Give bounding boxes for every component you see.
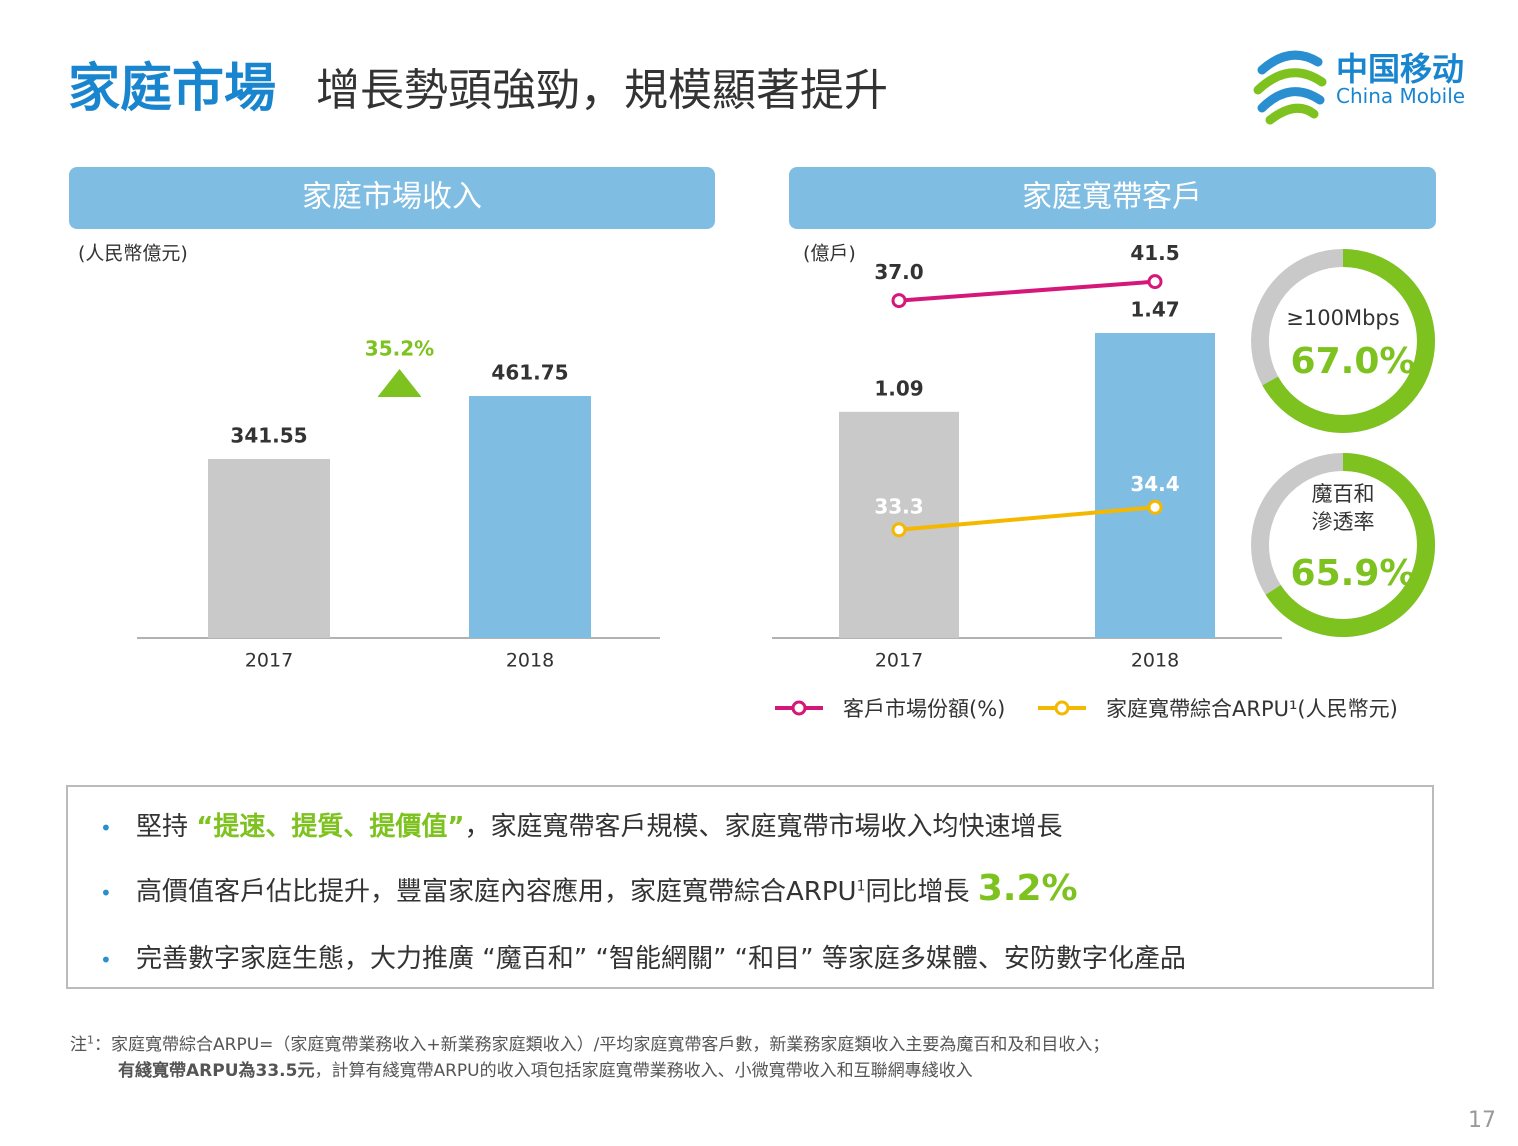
legend-marker [1054,700,1070,716]
donut-label: ≥100Mbps [1286,306,1399,330]
text: ：家庭寬帶綜合ARPU=（家庭寬帶業務收入+新業務家庭類收入）/平均家庭寬帶客戶… [94,1035,1110,1055]
line-point [891,522,907,538]
text: 完善數字家庭生態，大力推廣 “魔百和” “智能網關” “和目” 等家庭多媒體、安… [136,944,1186,974]
highlight: 3.2% [977,868,1078,909]
page-number: 17 [1468,1108,1496,1133]
annotation: 35.2% [365,337,434,361]
donut-arc [1262,249,1435,433]
title-bold: 家庭市場 [68,59,277,119]
logo-cn: 中国移动 [1336,50,1465,88]
text: 同比增長 [865,877,978,907]
donut-label: 滲透率 [1312,510,1375,534]
bullet: • 堅持 “提速、提質、提價值”，家庭寬帶客戶規模、家庭寬帶市場收入均快速增長 [100,812,1063,842]
text: 高價值客戶佔比提升，豐富家庭內容應用，家庭寬帶綜合ARPU [136,877,857,907]
value-label: 1.09 [874,376,923,400]
x-tick-label: 2018 [506,650,554,672]
donut-value: 67.0% [1291,341,1416,382]
text: 堅持 [136,812,197,842]
donut-value: 65.9% [1291,553,1416,594]
header-bar [69,167,715,229]
x-tick-label: 2017 [875,650,923,672]
legend-label: 客戶市場份額(%) [843,697,1005,721]
unit-label: (人民幣億元) [78,243,188,265]
footnote: 有綫寬帶ARPU為33.5元，計算有綫寬帶ARPU的收入項包括家庭寬帶業務收入、… [118,1056,973,1081]
text: 注 [70,1035,87,1055]
value-label: 341.55 [230,424,307,448]
sup: 1 [856,878,866,895]
bullet: • 高價值客戶佔比提升，豐富家庭內容應用，家庭寬帶綜合ARPU1同比增長 3.2% [100,868,1078,909]
highlight: “提速、提質、提價值” [196,812,465,842]
text: ，計算有綫寬帶ARPU的收入項包括家庭寬帶業務收入、小微寬帶收入和互聯網專綫收入 [314,1061,973,1081]
text: ，家庭寬帶客戶規模、家庭寬帶市場收入均快速增長 [464,812,1063,842]
line [898,505,1156,532]
value-label: 461.75 [491,361,568,385]
sup: 1 [87,1033,94,1047]
donut-label: 魔百和 [1312,482,1375,506]
value-label: 41.5 [1130,241,1179,265]
header-bar [789,167,1436,229]
logo-en: China Mobile [1336,84,1466,108]
bar [469,396,591,638]
bullet: • 完善數字家庭生態，大力推廣 “魔百和” “智能網關” “和目” 等家庭多媒體、… [100,944,1186,974]
donut-arc [1265,453,1435,637]
bar [1095,332,1215,638]
value-label: 33.3 [874,494,923,518]
bullet-box [66,785,1434,989]
legend-label: 家庭寬帶綜合ARPU¹(人民幣元) [1106,697,1398,721]
unit-label: (億戶) [803,243,856,265]
line-point [1147,499,1163,515]
bar [208,459,330,638]
x-tick-label: 2018 [1131,650,1179,672]
growth-arrow [377,369,422,397]
line-point [891,293,907,309]
x-tick-label: 2017 [245,650,293,672]
panel-title: 家庭寬帶客戶 [1022,180,1202,215]
line [898,279,1156,303]
footnote: 注1：家庭寬帶綜合ARPU=（家庭寬帶業務收入+新業務家庭類收入）/平均家庭寬帶… [70,1030,1109,1055]
legend-marker [791,700,807,716]
text: 有綫寬帶ARPU為33.5元 [118,1061,315,1081]
value-label: 1.47 [1130,297,1179,321]
value-label: 34.4 [1130,472,1179,496]
title: 增長勢頭強勁，規模顯著提升 [316,65,888,116]
logo-icon [1253,50,1327,125]
panel-title: 家庭市場收入 [302,180,482,215]
value-label: 37.0 [874,260,923,284]
line-point [1147,274,1163,290]
